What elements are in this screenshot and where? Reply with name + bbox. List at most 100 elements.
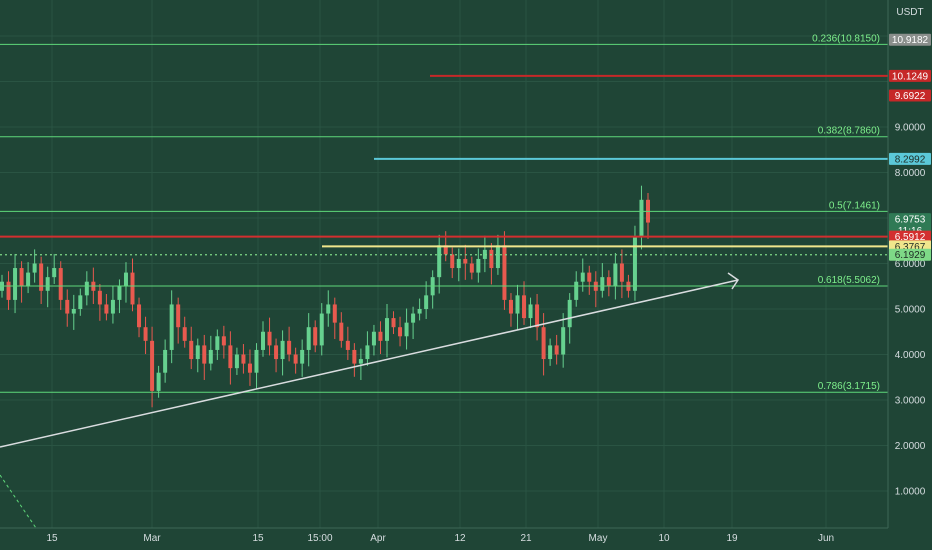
candle-body xyxy=(352,349,357,364)
candle-body xyxy=(228,345,233,369)
fib-labels: 0.236(10.8150) 0.382(8.7860) 0.5(7.1461) 0.… xyxy=(812,33,880,392)
fib-level-label: 0.786(3.1715) xyxy=(818,381,880,392)
candle-body xyxy=(202,345,207,364)
y-tick-label: 8.0000 xyxy=(895,168,926,179)
candle-body xyxy=(274,345,279,360)
currency-label: USDT xyxy=(896,7,923,18)
candle-body xyxy=(241,354,246,364)
candle-body xyxy=(489,249,494,269)
candle-body xyxy=(469,263,474,273)
price-tag-label: 6.5912 xyxy=(895,232,926,243)
candle-body xyxy=(639,199,644,237)
x-tick-label: May xyxy=(589,533,608,544)
trend-line xyxy=(0,272,740,529)
candle-body xyxy=(384,318,389,341)
candle-body xyxy=(528,304,533,319)
candle-body xyxy=(208,349,213,364)
price-tag-label: 6.3767 xyxy=(895,242,926,253)
candle-body xyxy=(300,349,305,364)
dashed-projection-line xyxy=(0,474,37,529)
price-tag xyxy=(889,230,931,243)
y-tick-label: 4.0000 xyxy=(895,350,926,361)
x-axis-labels: 15 Mar 15 15:00 Apr 12 21 May 10 19 Jun xyxy=(46,533,834,544)
fib-level-label: 0.382(8.7860) xyxy=(818,126,880,137)
x-tick-label: 21 xyxy=(520,533,532,544)
fib-level-label: 0.236(10.8150) xyxy=(812,33,880,44)
candle-body xyxy=(189,340,194,360)
y-tick-label: 3.0000 xyxy=(895,396,926,407)
candle-body xyxy=(404,322,409,337)
price-tag-label: 10.1249 xyxy=(892,71,929,82)
fib-level-label: 0.618(5.5062) xyxy=(818,275,880,286)
candle-body xyxy=(332,304,337,323)
candlestick-series xyxy=(0,185,650,408)
candle-body xyxy=(156,372,161,391)
candle-body xyxy=(215,336,220,350)
candle-body xyxy=(522,295,527,319)
x-tick-label: 19 xyxy=(726,533,738,544)
candle-body xyxy=(39,263,44,291)
horizontal-lines xyxy=(0,43,888,393)
candle-body xyxy=(84,281,89,296)
candle-body xyxy=(632,236,637,291)
candle-body xyxy=(287,340,292,355)
candle-body xyxy=(606,277,611,287)
y-tick-label: 2.0000 xyxy=(895,441,926,452)
candle-body xyxy=(313,327,318,346)
price-scale[interactable] xyxy=(888,0,932,550)
candle-body xyxy=(326,304,331,314)
candle-body xyxy=(45,277,50,291)
candle-body xyxy=(619,263,624,282)
candle-body xyxy=(306,327,311,350)
candle-body xyxy=(247,363,252,373)
candle-body xyxy=(104,304,109,314)
y-tick-label: 1.0000 xyxy=(895,487,926,498)
candle-body xyxy=(143,327,148,341)
candle-body xyxy=(398,327,403,337)
candle-body xyxy=(456,258,461,269)
candle-body xyxy=(52,268,57,278)
x-tick-label: 15 xyxy=(46,533,58,544)
candle-body xyxy=(169,304,174,350)
candle-body xyxy=(417,309,422,314)
candle-body xyxy=(554,345,559,355)
candle-body xyxy=(391,318,396,328)
candle-body xyxy=(6,281,11,300)
x-tick-label: Apr xyxy=(370,533,386,544)
candle-body xyxy=(574,281,579,300)
price-tags: 10.91829.69226.975311:1610.12498.29926.5… xyxy=(889,33,931,261)
candle-body xyxy=(567,299,572,328)
candle-body xyxy=(600,277,605,291)
candle-body xyxy=(495,245,500,269)
trend-line-segment[interactable] xyxy=(0,279,739,448)
candle-body xyxy=(123,272,128,287)
candle-body xyxy=(58,268,63,300)
x-tick-label: 10 xyxy=(658,533,670,544)
price-tag xyxy=(889,89,931,102)
candle-body xyxy=(535,304,540,328)
x-tick-label: Jun xyxy=(818,533,834,544)
y-axis-labels: 1.00002.00003.00004.00005.00006.00007.00… xyxy=(895,123,926,498)
candle-body xyxy=(32,263,37,273)
candle-body xyxy=(482,249,487,259)
y-tick-label: 5.0000 xyxy=(895,305,926,316)
candle-body xyxy=(293,354,298,364)
candle-body xyxy=(580,272,585,282)
price-tag xyxy=(889,33,931,46)
candle-body xyxy=(267,331,272,346)
candle-body xyxy=(424,295,429,309)
x-tick-label: Mar xyxy=(143,533,161,544)
price-tag xyxy=(889,152,931,165)
candle-body xyxy=(345,340,350,350)
candle-body xyxy=(71,309,76,314)
candle-body xyxy=(13,268,18,300)
price-tag-label: 9.6922 xyxy=(895,91,926,102)
candle-body xyxy=(443,245,448,255)
candle-body xyxy=(548,345,553,360)
candle-body xyxy=(176,304,181,328)
x-tick-label: 12 xyxy=(454,533,466,544)
candle-body xyxy=(26,272,31,287)
candle-body xyxy=(378,331,383,341)
candle-body xyxy=(261,331,266,350)
